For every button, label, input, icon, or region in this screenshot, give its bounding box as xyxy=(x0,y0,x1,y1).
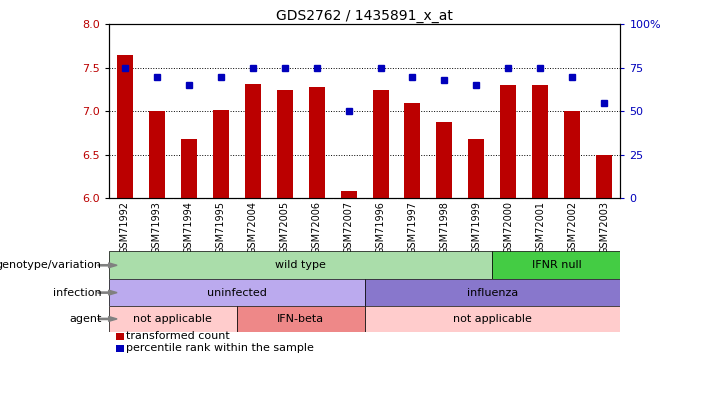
Text: GSM72006: GSM72006 xyxy=(311,201,322,254)
Bar xyxy=(245,83,261,198)
Bar xyxy=(437,122,452,198)
Text: GSM72000: GSM72000 xyxy=(503,201,513,254)
Text: not applicable: not applicable xyxy=(133,314,212,324)
Text: GSM72004: GSM72004 xyxy=(247,201,257,254)
Text: GSM71997: GSM71997 xyxy=(407,201,418,254)
Text: IFN-beta: IFN-beta xyxy=(277,314,324,324)
Bar xyxy=(468,139,484,198)
Text: not applicable: not applicable xyxy=(453,314,532,324)
Bar xyxy=(501,85,517,198)
Title: GDS2762 / 1435891_x_at: GDS2762 / 1435891_x_at xyxy=(276,9,453,23)
Text: GSM71993: GSM71993 xyxy=(151,201,162,254)
Text: GSM71998: GSM71998 xyxy=(440,201,449,254)
Bar xyxy=(564,111,580,198)
Text: influenza: influenza xyxy=(467,288,518,298)
Bar xyxy=(181,139,196,198)
Text: percentile rank within the sample: percentile rank within the sample xyxy=(126,343,314,353)
Text: GSM71999: GSM71999 xyxy=(472,201,482,254)
Bar xyxy=(365,279,620,306)
Bar xyxy=(597,155,613,198)
Text: infection: infection xyxy=(53,288,102,298)
Text: GSM71996: GSM71996 xyxy=(376,201,386,254)
Bar xyxy=(493,251,620,279)
Text: GSM72003: GSM72003 xyxy=(599,201,609,254)
Bar xyxy=(308,87,325,198)
Text: IFNR null: IFNR null xyxy=(531,260,581,270)
Bar xyxy=(116,55,132,198)
Bar xyxy=(341,192,357,198)
Text: GSM72001: GSM72001 xyxy=(536,201,545,254)
Bar xyxy=(109,279,365,306)
Bar xyxy=(533,85,548,198)
Bar xyxy=(404,103,421,198)
Text: GSM71995: GSM71995 xyxy=(216,201,226,254)
Bar xyxy=(277,90,292,198)
Bar xyxy=(237,306,365,332)
Text: GSM72007: GSM72007 xyxy=(343,201,353,254)
Bar xyxy=(372,90,388,198)
Bar xyxy=(365,306,620,332)
Text: GSM72005: GSM72005 xyxy=(280,201,290,254)
Text: GSM71992: GSM71992 xyxy=(120,201,130,254)
Bar xyxy=(149,111,165,198)
Text: uninfected: uninfected xyxy=(207,288,266,298)
Text: agent: agent xyxy=(69,314,102,324)
Bar xyxy=(109,251,492,279)
Bar xyxy=(212,110,229,198)
Text: genotype/variation: genotype/variation xyxy=(0,260,102,270)
Text: GSM72002: GSM72002 xyxy=(567,201,578,254)
Text: transformed count: transformed count xyxy=(126,331,230,341)
Text: GSM71994: GSM71994 xyxy=(184,201,193,254)
Text: wild type: wild type xyxy=(275,260,326,270)
Bar xyxy=(109,306,237,332)
